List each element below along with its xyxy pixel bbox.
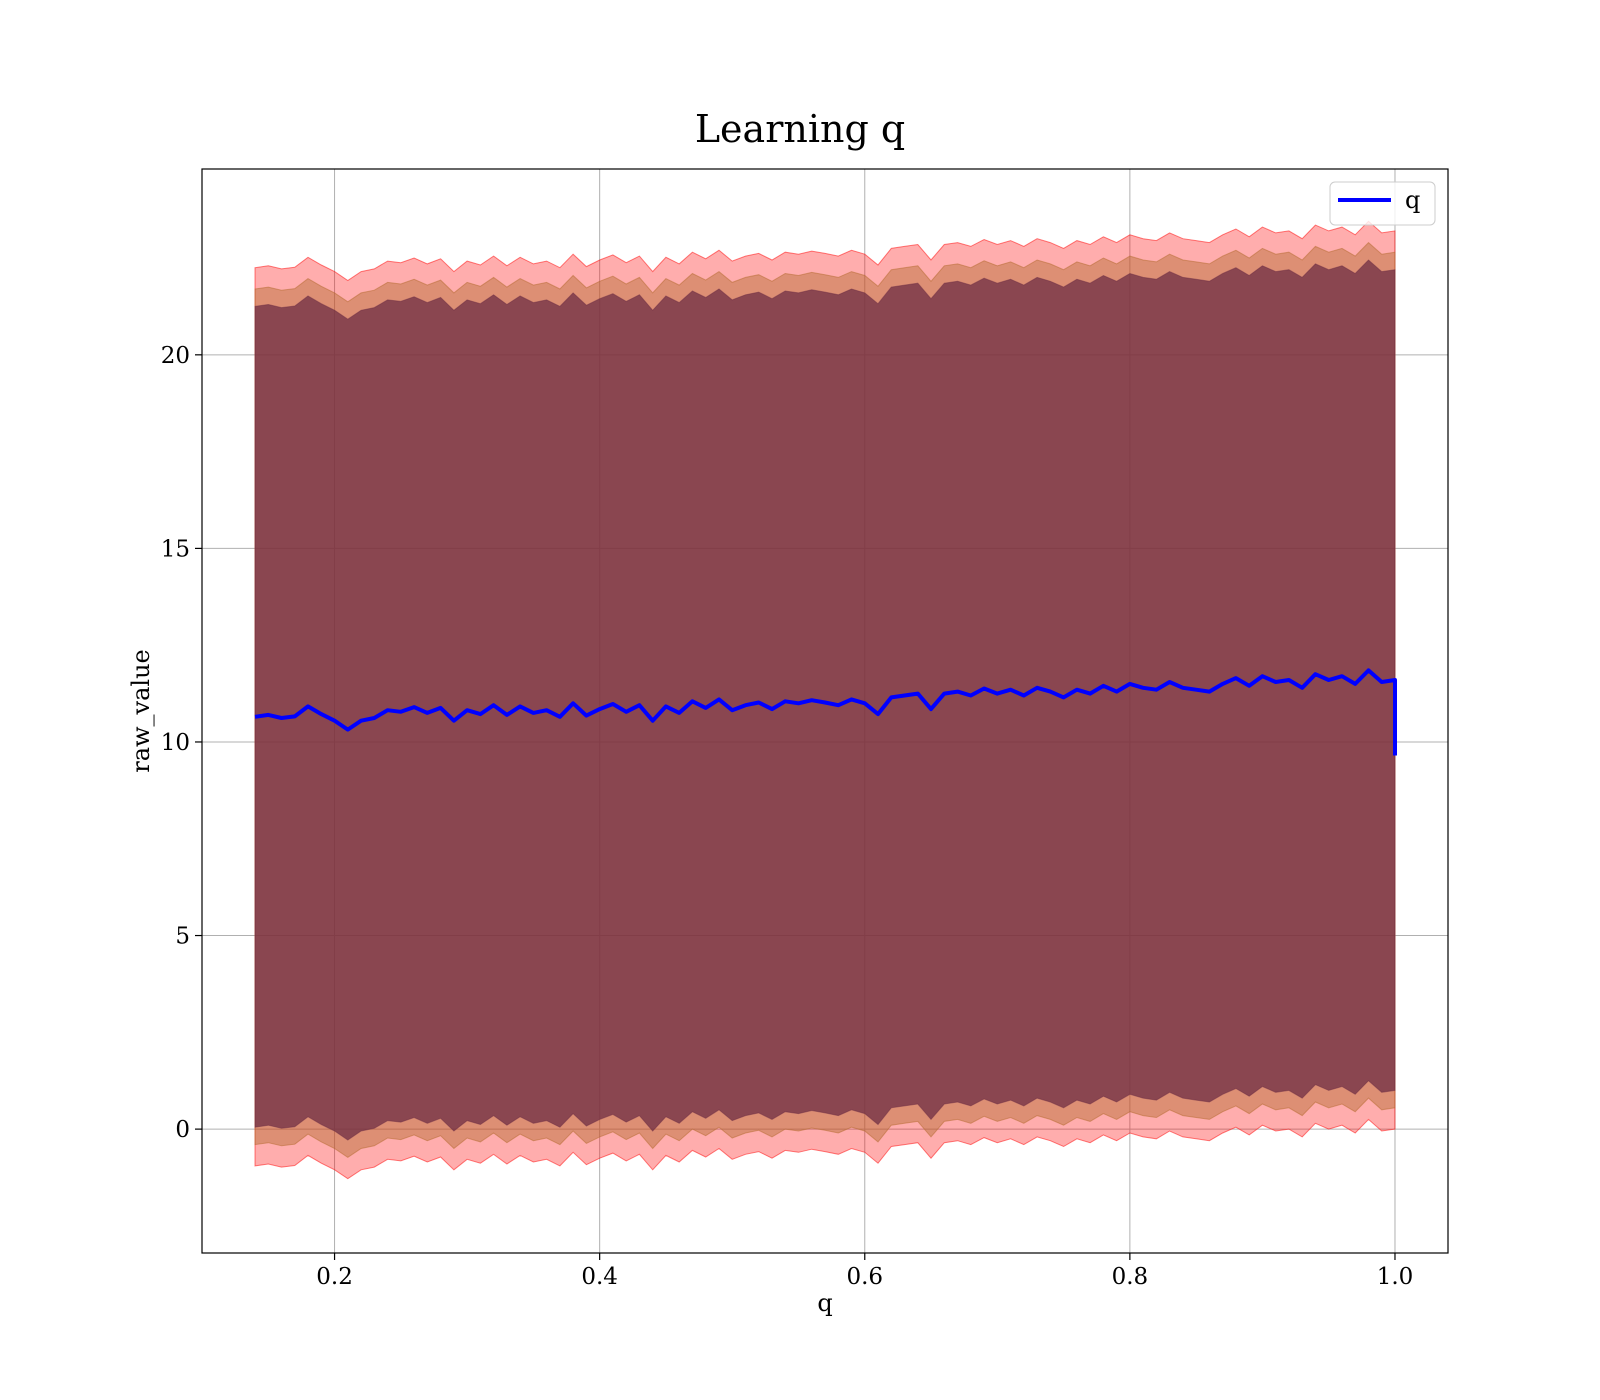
- series-line-q: [254, 668, 1397, 756]
- x-axis: 0.2 0.4 0.6 0.8 1.0: [316, 1253, 1413, 1290]
- plot-area: [202, 169, 1448, 1253]
- y-tick-label: 5: [175, 924, 190, 950]
- y-tick-label: 20: [161, 343, 190, 369]
- x-tick-label: 0.8: [1112, 1264, 1149, 1290]
- legend-frame: [1329, 181, 1436, 226]
- x-tick-label: 0.2: [316, 1264, 353, 1290]
- y-axis: 0 5 10 15 20: [161, 343, 202, 1143]
- axes-frame: [201, 168, 1449, 1254]
- x-tick-label: 1.0: [1377, 1264, 1414, 1290]
- chart-title: Learning q: [695, 107, 905, 151]
- x-tick-label: 0.4: [581, 1264, 618, 1290]
- y-tick-label: 10: [161, 730, 190, 756]
- legend: q: [1329, 181, 1436, 226]
- y-tick-label: 0: [175, 1117, 190, 1143]
- confidence-band-inner: [254, 259, 1396, 1141]
- y-axis-label: raw_value: [127, 649, 155, 773]
- x-tick-label: 0.6: [846, 1264, 883, 1290]
- x-axis-label: q: [817, 1289, 832, 1317]
- legend-label-q: q: [1405, 186, 1420, 214]
- y-tick-label: 15: [161, 536, 190, 562]
